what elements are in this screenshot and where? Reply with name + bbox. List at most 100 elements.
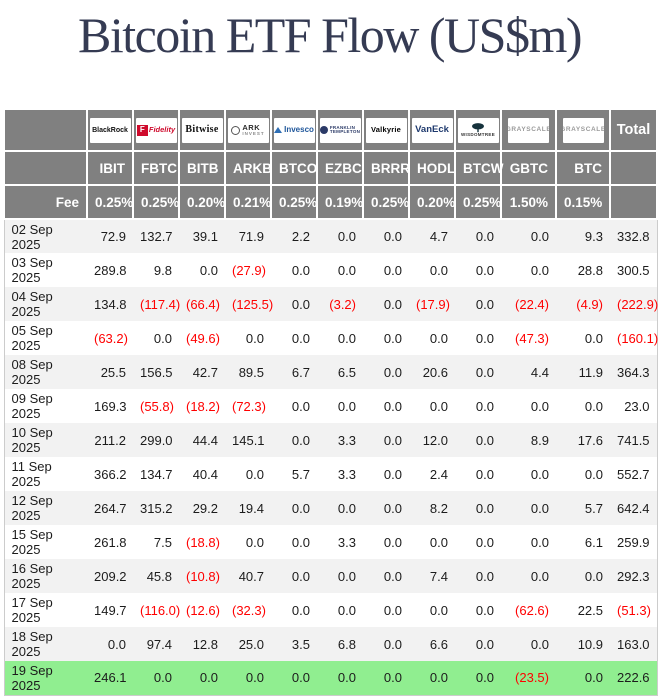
value-cell: 0.0	[383, 364, 402, 380]
value-cell: 0.0	[383, 330, 402, 346]
fee-bitb: 0.20%	[178, 184, 226, 220]
value-cell: (23.5)	[515, 670, 549, 686]
value-cell: 0.0	[291, 568, 310, 584]
fee-row-blank	[609, 184, 658, 220]
value-cell: 0.0	[383, 262, 402, 278]
value-cell: 0.0	[429, 602, 448, 618]
value-cell: 6.7	[291, 364, 310, 380]
total-cell: 292.3	[617, 568, 650, 584]
logo-row-corner	[3, 108, 88, 152]
ark-sub: Invest	[242, 130, 265, 136]
fee-btco: 0.25%	[270, 184, 318, 220]
total-cell: 741.5	[617, 432, 650, 448]
value-cell: 0.0	[199, 262, 218, 278]
total-cell: 552.7	[617, 466, 650, 482]
value-cell: 0.0	[245, 330, 264, 346]
value-cell: 169.3	[94, 398, 127, 414]
value-cell: 0.0	[383, 432, 402, 448]
value-cell: 3.3	[337, 534, 356, 550]
value-cell: 0.0	[475, 670, 494, 686]
table-header: BlackRock F Fidelity Bitwise ARK Invest Invesc…	[3, 108, 658, 220]
value-cell: 0.0	[429, 330, 448, 346]
ark-wordmark: ARK Invest	[242, 124, 264, 136]
fee-hodl: 0.20%	[408, 184, 456, 220]
value-cell: 0.0	[475, 602, 494, 618]
value-cell: (32.3)	[232, 602, 266, 618]
table-row: 16 Sep 2025 209.2 45.8 (10.8) 40.7 0.0 0.0 0.0 7…	[4, 559, 657, 593]
value-cell: 0.0	[530, 636, 549, 652]
value-cell: 0.0	[530, 398, 549, 414]
fee-row: Fee 0.25% 0.25% 0.20% 0.21% 0.25% 0.19% 0.25% 0.…	[3, 184, 658, 220]
value-cell: 29.2	[192, 500, 218, 516]
fee-brrr: 0.25%	[362, 184, 410, 220]
value-cell: 0.0	[584, 568, 603, 584]
value-cell: 246.1	[94, 670, 127, 686]
value-cell: 0.0	[383, 466, 402, 482]
value-cell: (49.6)	[186, 330, 220, 346]
date-cell: 17 Sep 2025	[11, 595, 53, 625]
value-cell: 0.0	[475, 262, 494, 278]
value-cell: 0.0	[153, 330, 172, 346]
table-row: 09 Sep 2025 169.3 (55.8) (18.2) (72.3) 0.0 0.0…	[4, 389, 657, 423]
value-cell: 0.0	[291, 670, 310, 686]
franklin-logo: Franklin Templeton	[319, 117, 361, 143]
value-cell: (10.8)	[186, 568, 220, 584]
value-cell: 149.7	[94, 602, 127, 618]
date-cell: 02 Sep 2025	[11, 221, 53, 252]
page: Bitcoin ETF Flow (US$m) BlackRock F Fideli…	[0, 6, 659, 696]
franklin-wordmark: Franklin Templeton	[329, 124, 360, 135]
value-cell: 3.3	[337, 432, 356, 448]
value-cell: 0.0	[530, 466, 549, 482]
value-cell: 0.0	[475, 432, 494, 448]
value-cell: 0.0	[291, 602, 310, 618]
value-cell: 8.2	[429, 500, 448, 516]
value-cell: 0.0	[475, 568, 494, 584]
value-cell: 5.7	[584, 500, 603, 516]
value-cell: 0.0	[337, 262, 356, 278]
value-cell: 6.8	[337, 636, 356, 652]
total-cell: 642.4	[617, 500, 650, 516]
value-cell: 156.5	[140, 364, 173, 380]
franklin-line: Franklin	[329, 124, 356, 130]
value-cell: 0.0	[475, 636, 494, 652]
value-cell: 261.8	[94, 534, 127, 550]
total-header: Total	[609, 108, 658, 152]
etf-flow-table: BlackRock F Fidelity Bitwise ARK Invest Invesc…	[3, 108, 658, 696]
wisdomtree-logo: WisdomTree	[457, 117, 499, 143]
value-cell: 72.9	[100, 229, 126, 244]
date-cell: 08 Sep 2025	[11, 357, 53, 387]
value-cell: 211.2	[94, 432, 126, 448]
total-cell: 300.5	[617, 262, 650, 278]
ark-logo: ARK Invest	[227, 117, 269, 143]
value-cell: 0.0	[337, 398, 356, 414]
value-cell: 7.4	[429, 568, 448, 584]
logo-cell: Invesco	[270, 108, 318, 152]
ark-name: ARK	[242, 123, 261, 132]
value-cell: (125.5)	[232, 296, 274, 312]
value-cell: 2.2	[291, 229, 310, 244]
value-cell: 0.0	[475, 534, 494, 550]
value-cell: 28.8	[577, 262, 603, 278]
value-cell: 0.0	[584, 466, 603, 482]
value-cell: 0.0	[383, 568, 402, 584]
value-cell: 264.7	[94, 500, 127, 516]
value-cell: 5.7	[291, 466, 310, 482]
value-cell: 315.2	[140, 500, 173, 516]
value-cell: 0.0	[383, 670, 402, 686]
logo-row: BlackRock F Fidelity Bitwise ARK Invest Invesc…	[3, 108, 658, 152]
total-cell: 259.9	[617, 534, 650, 550]
value-cell: 0.0	[337, 602, 356, 618]
table-row: 12 Sep 2025 264.7 315.2 29.2 19.4 0.0 0.0 0.0 8.…	[4, 491, 657, 525]
value-cell: (117.4)	[140, 296, 181, 312]
value-cell: 0.0	[530, 262, 549, 278]
fee-btcw: 0.25%	[454, 184, 502, 220]
blackrock-logo: BlackRock	[89, 117, 131, 143]
value-cell: 0.0	[475, 330, 494, 346]
fee-arkb: 0.21%	[224, 184, 272, 220]
ticker-hodl: HODL	[408, 150, 456, 186]
value-cell: 0.0	[291, 262, 310, 278]
value-cell: 0.0	[199, 670, 218, 686]
franklin-head-icon	[319, 126, 328, 134]
value-cell: 45.8	[146, 568, 172, 584]
total-cell: 332.8	[617, 229, 650, 244]
